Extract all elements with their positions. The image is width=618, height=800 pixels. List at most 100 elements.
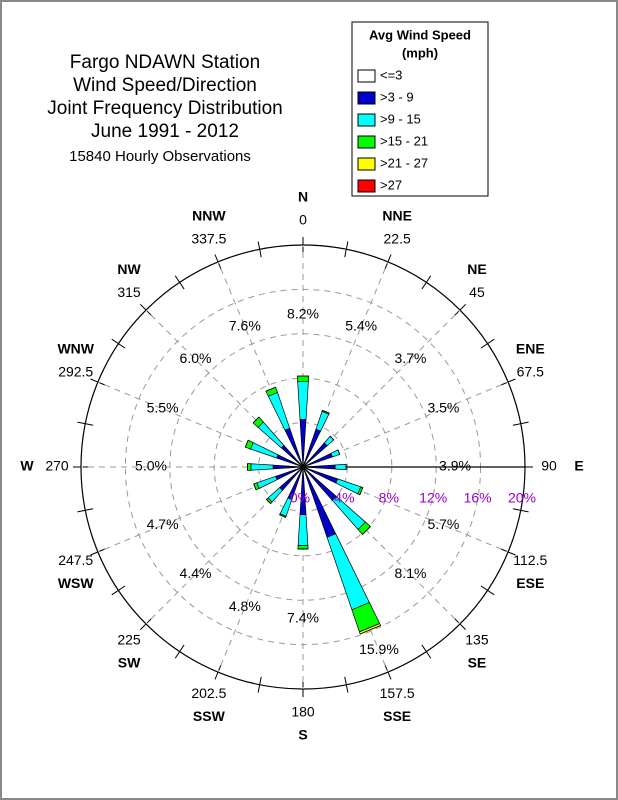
circle-tick <box>512 508 529 513</box>
wedge-segment <box>360 625 381 635</box>
wedge-segment <box>272 464 299 470</box>
wedge-segment <box>362 526 371 535</box>
chart-title: Wind Speed/Direction <box>73 75 257 96</box>
total-label: 3.9% <box>439 458 471 474</box>
degree-label: 202.5 <box>191 685 226 701</box>
degree-label: 225 <box>117 632 141 648</box>
direction-label: N <box>298 189 308 205</box>
total-label: 4.8% <box>229 598 261 614</box>
total-label: 4.4% <box>180 565 212 581</box>
chart-subtitle: 15840 Hourly Observations <box>69 148 251 165</box>
circle-tick <box>257 676 262 693</box>
legend-swatch <box>357 179 376 193</box>
degree-label: 22.5 <box>384 230 411 246</box>
legend-label: >9 - 15 <box>380 111 421 126</box>
radial-tick-label: 8% <box>379 490 399 506</box>
wedge-segment <box>256 475 278 489</box>
circle-tick <box>111 585 126 596</box>
wedge-segment <box>326 533 370 611</box>
direction-label: WSW <box>58 575 95 591</box>
total-label: 7.4% <box>287 610 319 626</box>
degree-label: 180 <box>291 704 315 720</box>
wedge-segment <box>297 514 309 547</box>
total-label: 5.0% <box>135 458 167 474</box>
wedge-segment <box>315 410 330 432</box>
wedge-segment <box>257 421 285 449</box>
wedge-segment <box>250 463 274 471</box>
legend-label: >21 - 27 <box>380 155 428 170</box>
degree-label: 135 <box>465 632 489 648</box>
chart-title: Fargo NDAWN Station <box>70 52 260 73</box>
wedge-segment <box>244 440 249 448</box>
wedge-segment <box>322 409 330 414</box>
direction-label: NNW <box>192 207 226 223</box>
direction-label: SW <box>118 655 141 671</box>
wedge-segment <box>266 499 271 504</box>
degree-label: 112.5 <box>513 552 547 568</box>
total-label: 6.0% <box>180 350 212 366</box>
circle-tick <box>421 644 432 659</box>
wedge-segment <box>250 442 279 459</box>
degree-label: 292.5 <box>58 364 93 380</box>
circle-tick <box>453 617 466 630</box>
legend-swatch <box>357 157 376 171</box>
legend-label: >27 <box>380 177 402 192</box>
direction-label: NW <box>117 261 141 277</box>
degree-label: 45 <box>469 284 485 300</box>
legend-swatch <box>357 91 376 105</box>
wedge-segment <box>297 381 309 420</box>
legend-label: >15 - 21 <box>380 133 428 148</box>
wedge-segment <box>337 449 341 455</box>
wedge-segment <box>279 514 286 518</box>
direction-label: ENE <box>516 341 545 357</box>
degree-label: 90 <box>541 458 557 474</box>
degree-label: 67.5 <box>517 364 544 380</box>
wedge-segment <box>359 487 364 495</box>
total-label: 4.7% <box>147 516 179 532</box>
radial-tick-label: 0% <box>290 490 310 506</box>
circle-tick <box>140 304 153 317</box>
legend-label: <=3 <box>380 67 402 82</box>
circle-tick <box>257 241 262 258</box>
wedge-segment <box>334 463 347 471</box>
circle-tick <box>453 304 466 317</box>
chart-title: Joint Frequency Distribution <box>47 98 283 119</box>
direction-label: SSW <box>193 708 226 724</box>
wedge-segment <box>252 416 260 424</box>
degree-label: 315 <box>117 284 141 300</box>
radial-tick-label: 16% <box>464 490 492 506</box>
direction-label: NE <box>467 261 486 277</box>
total-label: 5.5% <box>147 400 179 416</box>
wedge-segment <box>297 545 309 550</box>
legend-swatch <box>357 113 376 127</box>
total-label: 15.9% <box>359 641 399 657</box>
circle-tick <box>111 338 126 349</box>
total-label: 3.5% <box>427 400 459 416</box>
circle-tick <box>174 644 185 659</box>
degree-label: 157.5 <box>380 685 415 701</box>
direction-label: NNE <box>382 207 412 223</box>
wedge-segment <box>253 483 257 491</box>
legend-swatch <box>357 135 376 149</box>
wedge-segment <box>296 375 310 383</box>
radial-tick-label: 20% <box>508 490 536 506</box>
direction-label: W <box>20 458 34 474</box>
circle-tick <box>480 585 495 596</box>
wedge-segment <box>323 435 335 447</box>
wedge-segment <box>267 391 291 431</box>
degree-label: 247.5 <box>58 552 93 568</box>
direction-label: ESE <box>516 575 544 591</box>
circle-tick <box>174 275 185 290</box>
chart-title: June 1991 - 2012 <box>91 121 239 142</box>
wedge-segment <box>329 435 335 441</box>
total-label: 7.6% <box>229 317 261 333</box>
wedge-segment <box>307 464 336 470</box>
direction-label: SE <box>468 655 487 671</box>
circle-tick <box>480 338 495 349</box>
direction-label: S <box>298 727 307 743</box>
wedge-segment <box>265 386 276 392</box>
total-label: 5.4% <box>345 317 377 333</box>
